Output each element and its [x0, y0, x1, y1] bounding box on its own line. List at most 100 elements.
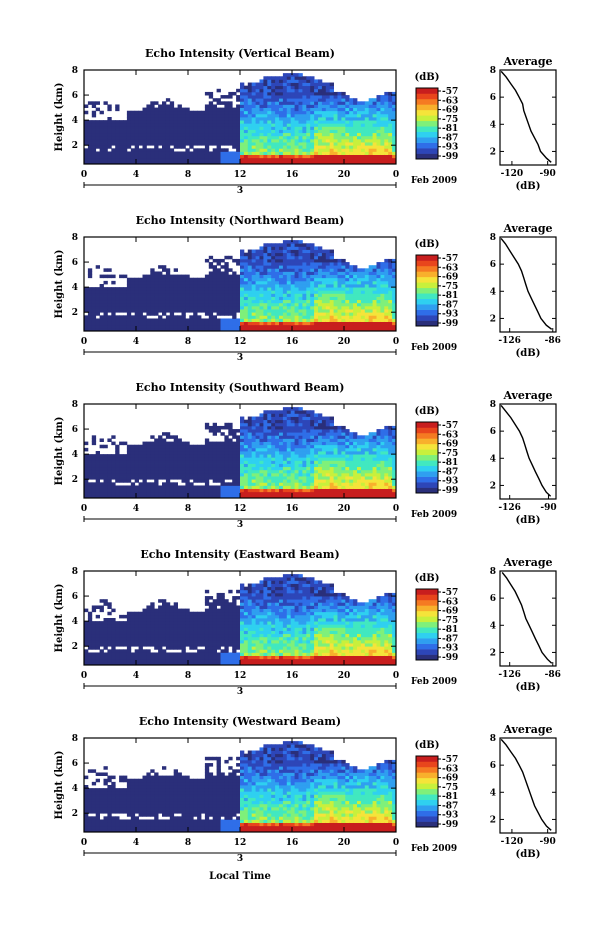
heatmap-cell	[353, 271, 358, 275]
heatmap-cell	[150, 302, 155, 307]
heatmap-cell	[306, 460, 311, 464]
heatmap-cell	[232, 91, 237, 96]
heatmap-cell	[99, 135, 104, 140]
heatmap-cell	[279, 466, 284, 471]
heatmap-cell	[290, 444, 295, 449]
heatmap-cell	[103, 482, 108, 486]
heatmap-cell	[193, 466, 198, 471]
heatmap-cell	[333, 494, 338, 499]
heatmap-cell	[87, 271, 93, 275]
heatmap-cell	[115, 296, 120, 301]
heatmap-cell	[181, 110, 186, 115]
heatmap-cell	[388, 318, 393, 322]
heatmap-cell	[353, 123, 358, 127]
heatmap-cell	[314, 299, 319, 304]
heatmap-cell	[134, 466, 139, 471]
heatmap-cell	[263, 135, 268, 140]
heatmap-cell	[286, 280, 292, 285]
heatmap-cell	[392, 154, 397, 159]
heatmap-cell	[126, 466, 132, 471]
heatmap-cell	[384, 284, 389, 288]
heatmap-cell	[302, 129, 307, 134]
heatmap-cell	[236, 138, 241, 143]
heatmap-cell	[384, 315, 389, 319]
heatmap-cell	[329, 287, 334, 291]
heatmap-cell	[224, 444, 229, 449]
heatmap-cell	[294, 321, 299, 326]
heatmap-cell	[99, 274, 104, 279]
heatmap-cell	[314, 79, 319, 83]
heatmap-cell	[318, 101, 323, 105]
heatmap-cell	[267, 491, 272, 496]
heatmap-cell	[138, 463, 143, 468]
heatmap-cell	[240, 142, 245, 146]
heatmap-cell	[294, 145, 299, 149]
heatmap-cell	[286, 482, 292, 486]
heatmap-cell	[310, 447, 315, 452]
heatmap-cell	[282, 85, 288, 90]
heatmap-cell	[298, 277, 303, 282]
heatmap-cell	[302, 107, 307, 112]
heatmap-cell	[302, 85, 307, 90]
heatmap-cell	[255, 422, 260, 427]
heatmap-cell	[380, 268, 385, 272]
heatmap-cell	[255, 309, 260, 313]
heatmap-cell	[298, 451, 303, 455]
heatmap-cell	[302, 255, 307, 260]
heatmap-cell	[138, 142, 143, 146]
heatmap-cell	[255, 454, 260, 458]
heatmap-cell	[95, 309, 100, 313]
heatmap-cell	[224, 309, 229, 313]
heatmap-cell	[251, 451, 256, 455]
heatmap-cell	[240, 447, 245, 452]
heatmap-cell	[251, 482, 256, 486]
heatmap-cell	[189, 151, 194, 155]
heatmap-cell	[247, 309, 253, 313]
heatmap-cell	[306, 277, 311, 282]
heatmap-cell	[177, 154, 182, 159]
heatmap-cell	[376, 299, 381, 304]
heatmap-cell	[243, 85, 249, 90]
heatmap-cell	[314, 302, 319, 307]
heatmap-cell	[84, 120, 89, 124]
heatmap-cell	[275, 135, 280, 140]
heatmap-cell	[158, 135, 163, 140]
heatmap-cell	[240, 305, 245, 310]
heatmap-cell	[197, 472, 202, 477]
heatmap-cell	[318, 107, 323, 112]
heatmap-cell	[318, 126, 323, 130]
heatmap-cell	[263, 142, 268, 146]
heatmap-cell	[240, 293, 245, 297]
heatmap-cell	[318, 305, 323, 310]
heatmap-cell	[236, 435, 241, 439]
heatmap-cell	[232, 441, 237, 446]
heatmap-cell	[99, 123, 104, 127]
heatmap-cell	[255, 460, 260, 464]
heatmap-cell	[193, 476, 198, 480]
heatmap-cell	[181, 491, 186, 496]
heatmap-cell	[267, 327, 272, 332]
heatmap-cell	[243, 157, 249, 162]
heatmap-cell	[321, 441, 327, 446]
heatmap-cell	[259, 79, 264, 83]
heatmap-cell	[275, 321, 280, 326]
date-label: 3	[237, 353, 243, 363]
heatmap-cell	[282, 104, 288, 108]
heatmap-cell	[329, 321, 334, 326]
heatmap-cell	[368, 293, 373, 297]
heatmap-cell	[208, 117, 214, 121]
heatmap-cell	[290, 318, 295, 322]
heatmap-cell	[142, 324, 147, 329]
heatmap-cell	[130, 454, 136, 458]
heatmap-cell	[115, 321, 120, 326]
heatmap-cell	[99, 157, 104, 162]
heatmap-cell	[165, 321, 171, 326]
heatmap-cell	[107, 129, 112, 134]
heatmap-cell	[302, 252, 307, 257]
heatmap-cell	[162, 299, 167, 304]
heatmap-cell	[298, 123, 303, 127]
heatmap-cell	[380, 309, 385, 313]
heatmap-cell	[275, 157, 280, 162]
heatmap-cell	[181, 126, 186, 130]
heatmap-cell	[286, 315, 292, 319]
